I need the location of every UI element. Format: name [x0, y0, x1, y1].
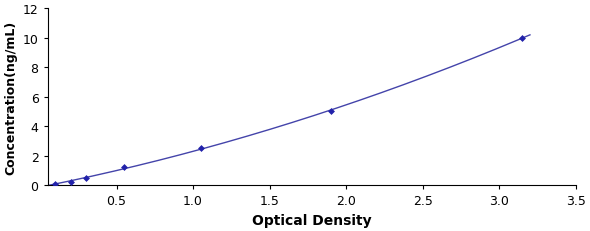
Y-axis label: Concentration(ng/mL): Concentration(ng/mL) — [4, 21, 17, 174]
X-axis label: Optical Density: Optical Density — [252, 213, 372, 227]
